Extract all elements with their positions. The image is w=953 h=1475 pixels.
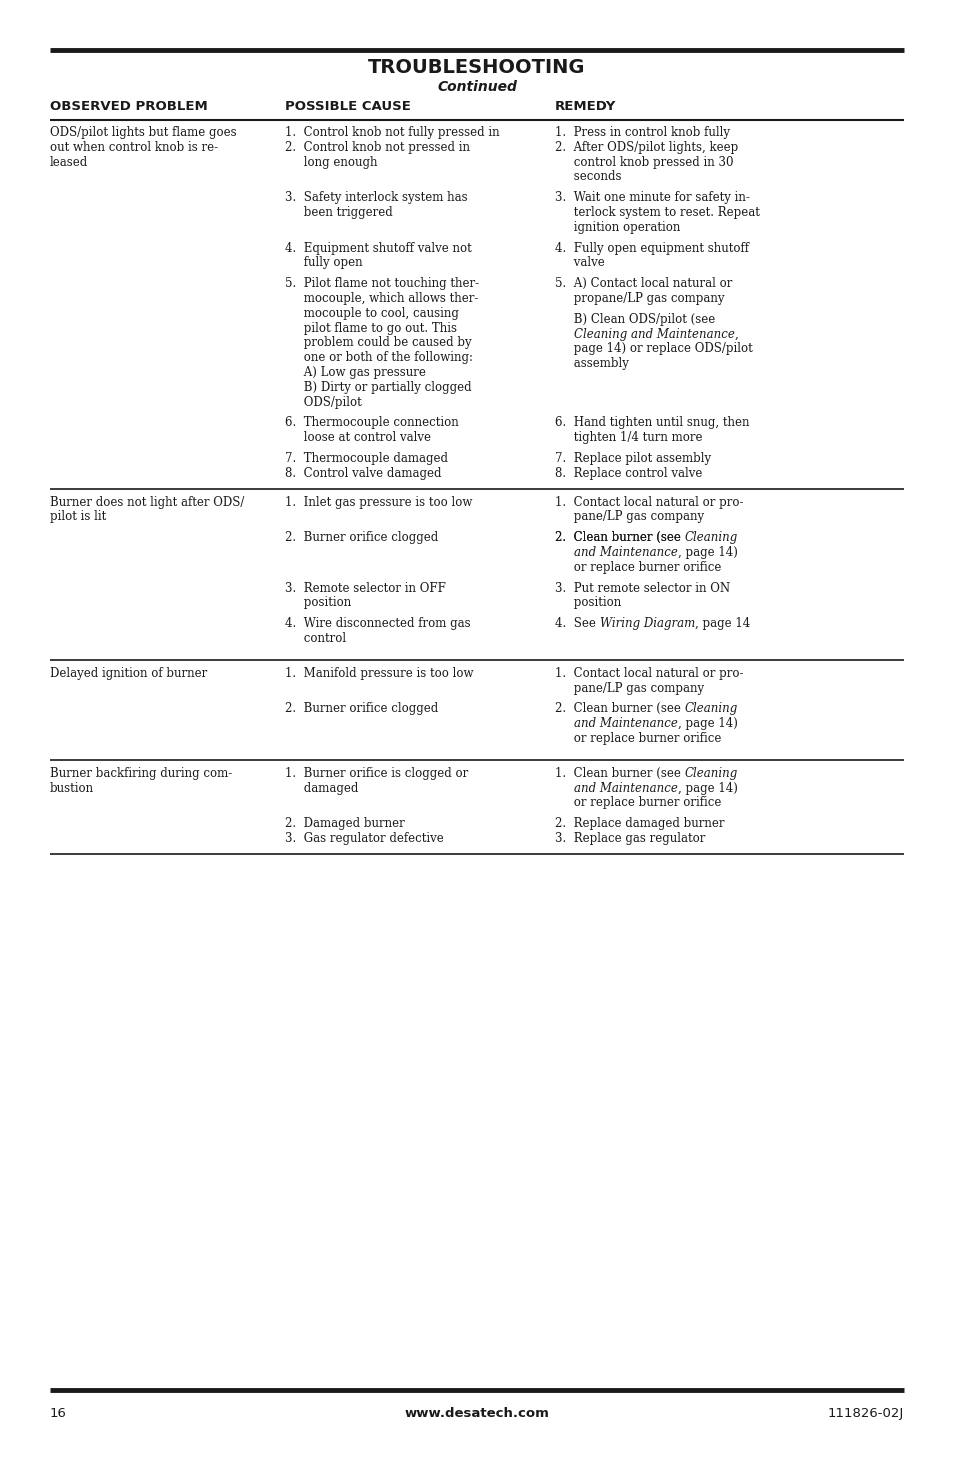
Text: 4.  Equipment shutoff valve not: 4. Equipment shutoff valve not [285, 242, 471, 255]
Text: mocouple to cool, causing: mocouple to cool, causing [285, 307, 458, 320]
Text: 2.  Burner orifice clogged: 2. Burner orifice clogged [285, 531, 437, 544]
Text: 111826-02J: 111826-02J [827, 1407, 903, 1420]
Text: , page 14): , page 14) [677, 717, 737, 730]
Text: 3.  Replace gas regulator: 3. Replace gas regulator [555, 832, 704, 845]
Text: position: position [285, 596, 351, 609]
Text: 1.  Contact local natural or pro-: 1. Contact local natural or pro- [555, 496, 742, 509]
Text: Wiring Diagram: Wiring Diagram [599, 617, 694, 630]
Text: long enough: long enough [285, 155, 377, 168]
Text: ODS/pilot lights but flame goes: ODS/pilot lights but flame goes [50, 125, 236, 139]
Text: page 14) or replace ODS/pilot: page 14) or replace ODS/pilot [555, 342, 752, 355]
Text: assembly: assembly [555, 357, 628, 370]
Text: 2.  Clean burner (see: 2. Clean burner (see [555, 531, 684, 544]
Text: Cleaning: Cleaning [684, 531, 737, 544]
Text: 7.  Thermocouple damaged: 7. Thermocouple damaged [285, 451, 448, 465]
Text: or replace burner orifice: or replace burner orifice [555, 732, 720, 745]
Text: 3.  Put remote selector in ON: 3. Put remote selector in ON [555, 581, 729, 594]
Text: 6.  Thermocouple connection: 6. Thermocouple connection [285, 416, 458, 429]
Text: , page 14: , page 14 [694, 617, 749, 630]
Text: 2.  Control knob not pressed in: 2. Control knob not pressed in [285, 140, 470, 153]
Text: 8.  Control valve damaged: 8. Control valve damaged [285, 466, 441, 479]
Text: pilot is lit: pilot is lit [50, 510, 106, 524]
Text: A) Low gas pressure: A) Low gas pressure [285, 366, 425, 379]
Text: , page 14): , page 14) [677, 546, 737, 559]
Text: B) Dirty or partially clogged: B) Dirty or partially clogged [285, 381, 471, 394]
Text: 3.  Remote selector in OFF: 3. Remote selector in OFF [285, 581, 445, 594]
Text: 1.  Control knob not fully pressed in: 1. Control knob not fully pressed in [285, 125, 499, 139]
Text: pilot flame to go out. This: pilot flame to go out. This [285, 322, 456, 335]
Text: and Maintenance: and Maintenance [573, 717, 677, 730]
Text: 3.  Gas regulator defective: 3. Gas regulator defective [285, 832, 443, 845]
Text: Burner backfiring during com-: Burner backfiring during com- [50, 767, 232, 780]
Text: 4.  Wire disconnected from gas: 4. Wire disconnected from gas [285, 617, 470, 630]
Text: control knob pressed in 30: control knob pressed in 30 [555, 155, 733, 168]
Text: 8.  Replace control valve: 8. Replace control valve [555, 466, 701, 479]
Text: ignition operation: ignition operation [555, 221, 679, 235]
Text: and Maintenance: and Maintenance [573, 546, 677, 559]
Text: bustion: bustion [50, 782, 94, 795]
Text: propane/LP gas company: propane/LP gas company [555, 292, 723, 305]
Text: 2.  Clean burner (see: 2. Clean burner (see [555, 702, 684, 715]
Text: 2.  Damaged burner: 2. Damaged burner [285, 817, 404, 830]
Text: Cleaning and Maintenance: Cleaning and Maintenance [573, 327, 734, 341]
Text: 1.  Press in control knob fully: 1. Press in control knob fully [555, 125, 729, 139]
Text: mocouple, which allows ther-: mocouple, which allows ther- [285, 292, 477, 305]
Text: or replace burner orifice: or replace burner orifice [555, 796, 720, 810]
Text: out when control knob is re-: out when control knob is re- [50, 140, 218, 153]
Text: OBSERVED PROBLEM: OBSERVED PROBLEM [50, 100, 208, 114]
Text: damaged: damaged [285, 782, 358, 795]
Text: 2.  After ODS/pilot lights, keep: 2. After ODS/pilot lights, keep [555, 140, 738, 153]
Text: leased: leased [50, 155, 89, 168]
Text: one or both of the following:: one or both of the following: [285, 351, 473, 364]
Text: Delayed ignition of burner: Delayed ignition of burner [50, 667, 207, 680]
Text: fully open: fully open [285, 257, 362, 270]
Text: 5.  A) Contact local natural or: 5. A) Contact local natural or [555, 277, 732, 291]
Text: B) Clean ODS/pilot (see: B) Clean ODS/pilot (see [555, 313, 715, 326]
Text: 7.  Replace pilot assembly: 7. Replace pilot assembly [555, 451, 710, 465]
Text: tighten 1/4 turn more: tighten 1/4 turn more [555, 431, 701, 444]
Text: Burner does not light after ODS/: Burner does not light after ODS/ [50, 496, 244, 509]
Text: 1.  Contact local natural or pro-: 1. Contact local natural or pro- [555, 667, 742, 680]
Text: , page 14): , page 14) [677, 782, 737, 795]
Text: loose at control valve: loose at control valve [285, 431, 431, 444]
Text: Cleaning: Cleaning [684, 702, 737, 715]
Text: pane/LP gas company: pane/LP gas company [555, 510, 703, 524]
Text: or replace burner orifice: or replace burner orifice [555, 560, 720, 574]
Text: 6.  Hand tighten until snug, then: 6. Hand tighten until snug, then [555, 416, 749, 429]
Text: Continued: Continued [436, 80, 517, 94]
Text: 1.  Clean burner (see: 1. Clean burner (see [555, 767, 684, 780]
Text: 4.  See: 4. See [555, 617, 599, 630]
Text: position: position [555, 596, 620, 609]
Text: ,: , [734, 327, 738, 341]
Text: pane/LP gas company: pane/LP gas company [555, 681, 703, 695]
Text: control: control [285, 631, 346, 645]
Text: TROUBLESHOOTING: TROUBLESHOOTING [368, 58, 585, 77]
Text: 1.  Inlet gas pressure is too low: 1. Inlet gas pressure is too low [285, 496, 472, 509]
Text: 3.  Wait one minute for safety in-: 3. Wait one minute for safety in- [555, 192, 749, 204]
Text: and Maintenance: and Maintenance [573, 782, 677, 795]
Text: terlock system to reset. Repeat: terlock system to reset. Repeat [555, 207, 760, 218]
Text: 4.  Fully open equipment shutoff: 4. Fully open equipment shutoff [555, 242, 748, 255]
Text: REMEDY: REMEDY [555, 100, 616, 114]
Text: 2.  Replace damaged burner: 2. Replace damaged burner [555, 817, 723, 830]
Text: 16: 16 [50, 1407, 67, 1420]
Text: 2.  Burner orifice clogged: 2. Burner orifice clogged [285, 702, 437, 715]
Text: 1.  Burner orifice is clogged or: 1. Burner orifice is clogged or [285, 767, 468, 780]
Text: Cleaning: Cleaning [684, 767, 737, 780]
Text: valve: valve [555, 257, 604, 270]
Text: been triggered: been triggered [285, 207, 393, 218]
Text: problem could be caused by: problem could be caused by [285, 336, 471, 350]
Text: POSSIBLE CAUSE: POSSIBLE CAUSE [285, 100, 411, 114]
Text: www.desatech.com: www.desatech.com [404, 1407, 549, 1420]
Text: 2.  Clean burner (see: 2. Clean burner (see [555, 531, 684, 544]
Text: seconds: seconds [555, 171, 620, 183]
Text: 5.  Pilot flame not touching ther-: 5. Pilot flame not touching ther- [285, 277, 478, 291]
Text: 1.  Manifold pressure is too low: 1. Manifold pressure is too low [285, 667, 473, 680]
Text: 3.  Safety interlock system has: 3. Safety interlock system has [285, 192, 467, 204]
Text: ODS/pilot: ODS/pilot [285, 395, 361, 409]
